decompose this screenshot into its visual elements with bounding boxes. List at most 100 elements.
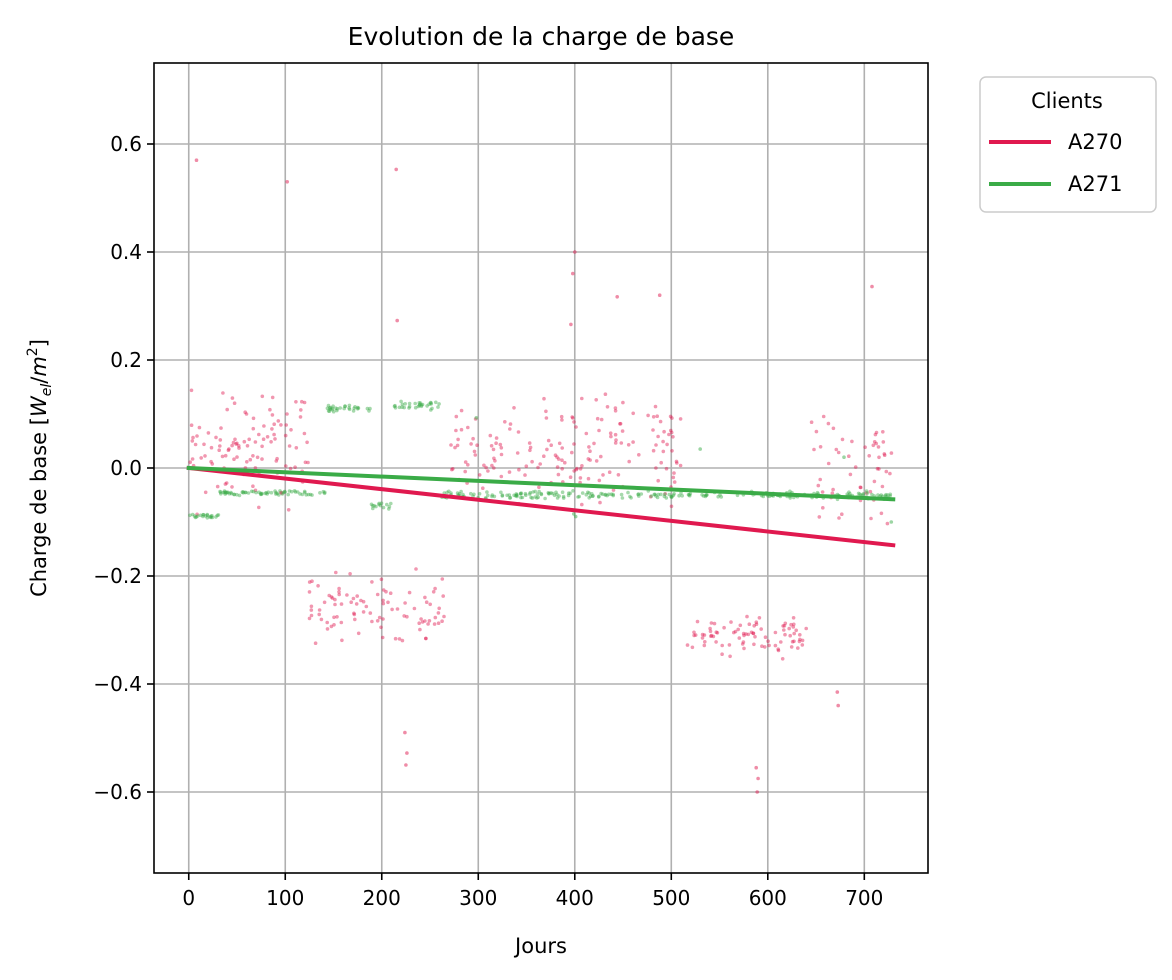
scatter-point-a271 (469, 491, 473, 496)
scatter-point-a270 (881, 430, 885, 434)
scatter-point-a270 (611, 488, 616, 492)
scatter-point-a270 (379, 625, 383, 630)
scatter-point-a270 (368, 611, 373, 615)
scatter-point-a270 (609, 434, 613, 439)
scatter-point-a271 (861, 492, 866, 496)
scatter-point-a270 (486, 469, 490, 473)
scatter-point-a271 (555, 496, 560, 500)
scatter-point-a270 (403, 730, 407, 735)
scatter-point-a271 (293, 490, 298, 494)
scatter-point-a271 (557, 494, 561, 498)
scatter-point-a270 (335, 615, 339, 619)
scatter-point-a270 (560, 418, 564, 422)
scatter-point-a271 (254, 490, 258, 495)
scatter-point-a271 (321, 489, 326, 494)
scatter-point-a270 (626, 443, 631, 447)
scatter-point-a270 (587, 445, 591, 449)
scatter-point-a271 (229, 490, 233, 495)
scatter-point-a271 (222, 489, 227, 493)
scatter-point-a270 (351, 596, 356, 601)
scatter-point-a270 (738, 623, 743, 628)
scatter-point-a270 (826, 461, 831, 466)
scatter-point-a271 (718, 493, 722, 497)
scatter-point-a270 (607, 470, 612, 475)
scatter-point-a270 (580, 502, 584, 507)
scatter-point-a270 (728, 654, 732, 659)
y-axis-label-unit-slash: / (27, 376, 51, 384)
scatter-point-a270 (685, 643, 690, 647)
scatter-point-a270 (655, 414, 659, 419)
scatter-point-a270 (512, 406, 516, 410)
scatter-point-a270 (711, 634, 716, 639)
scatter-point-a270 (571, 271, 575, 276)
scatter-point-a270 (524, 464, 529, 469)
scatter-point-a270 (722, 625, 726, 630)
scatter-point-a271 (547, 491, 552, 496)
scatter-point-a271 (566, 493, 571, 498)
scatter-point-a270 (386, 600, 390, 605)
scatter-point-a270 (613, 441, 618, 445)
scatter-point-a270 (614, 438, 618, 442)
scatter-point-a270 (753, 634, 757, 639)
scatter-point-a270 (572, 420, 576, 424)
scatter-point-a271 (241, 491, 246, 495)
scatter-point-a270 (542, 454, 546, 459)
scatter-point-a271 (260, 491, 264, 496)
scatter-point-a271 (419, 404, 424, 409)
scatter-point-a270 (837, 516, 841, 520)
scatter-point-a270 (595, 416, 600, 421)
scatter-point-a270 (792, 622, 796, 627)
scatter-point-a270 (202, 442, 206, 447)
scatter-point-a271 (413, 405, 418, 410)
scatter-point-a271 (879, 493, 883, 497)
scatter-point-a270 (549, 443, 553, 448)
scatter-point-a271 (686, 493, 691, 497)
scatter-point-a270 (783, 621, 788, 626)
scatter-point-a270 (273, 437, 277, 441)
scatter-point-a270 (393, 636, 398, 641)
scatter-point-a270 (454, 428, 458, 433)
scatter-point-a270 (621, 400, 625, 405)
scatter-points (188, 158, 894, 794)
scatter-point-a270 (729, 620, 733, 624)
scatter-point-a271 (407, 404, 412, 409)
scatter-point-a271 (418, 401, 423, 405)
scatter-point-a270 (678, 417, 683, 421)
scatter-point-a271 (536, 495, 540, 500)
scatter-point-a270 (260, 457, 264, 461)
scatter-point-a270 (225, 407, 229, 412)
scatter-point-a271 (353, 405, 357, 409)
scatter-point-a271 (653, 492, 657, 497)
scatter-point-a271 (447, 489, 451, 494)
scatter-point-a271 (591, 494, 595, 498)
scatter-point-a270 (675, 461, 679, 465)
scatter-point-a270 (397, 637, 402, 641)
scatter-point-a270 (230, 443, 234, 448)
scatter-point-a270 (284, 464, 288, 468)
scatter-point-a271 (351, 409, 356, 413)
scatter-point-a271 (596, 495, 601, 499)
scatter-point-a270 (193, 442, 198, 447)
scatter-point-a270 (381, 617, 385, 621)
scatter-point-a271 (461, 492, 465, 497)
scatter-point-a270 (217, 448, 221, 453)
scatter-point-a270 (337, 590, 341, 594)
scatter-point-a270 (574, 425, 578, 429)
scatter-point-a271 (561, 496, 566, 500)
scatter-point-a270 (307, 616, 312, 621)
scatter-point-a271 (437, 402, 441, 406)
scatter-point-a270 (631, 411, 635, 416)
scatter-point-a270 (797, 639, 802, 644)
scatter-point-a270 (466, 463, 470, 467)
scatter-point-a271 (308, 492, 313, 497)
scatter-point-a271 (205, 512, 209, 517)
scatter-point-a271 (221, 490, 226, 495)
scatter-point-a270 (598, 500, 602, 505)
scatter-point-a270 (661, 439, 665, 444)
scatter-point-a270 (653, 404, 658, 409)
scatter-point-a271 (455, 491, 460, 495)
scatter-point-a271 (326, 403, 331, 408)
scatter-point-a271 (328, 405, 333, 410)
scatter-point-a270 (616, 473, 621, 477)
scatter-point-a270 (619, 441, 624, 445)
